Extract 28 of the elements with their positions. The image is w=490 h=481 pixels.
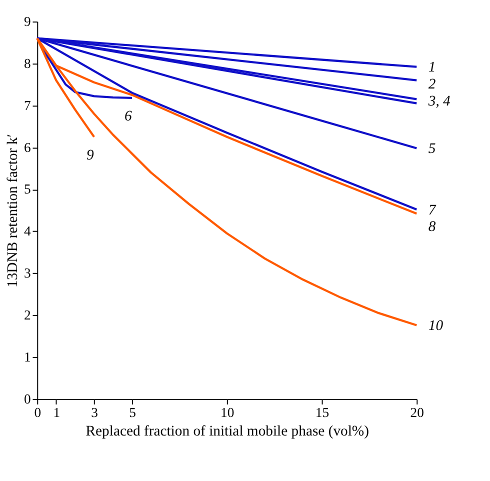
y-tick-label: 1 [24,350,31,365]
series-label: 10 [428,318,444,334]
x-tick-label: 20 [410,405,424,420]
y-tick-label: 7 [24,98,31,113]
y-tick-label: 5 [24,182,31,197]
series-label: 6 [124,108,132,124]
y-axis-title: 13DNB retention factor k′ [5,134,22,288]
x-tick-label: 10 [220,405,234,420]
y-tick-label: 4 [24,224,31,239]
x-tick-label: 15 [315,405,330,420]
x-tick-label: 3 [91,405,98,420]
series-label: 9 [86,147,95,164]
y-tick-label: 2 [24,308,31,323]
x-axis-title: Replaced fraction of initial mobile phase (vol%) [86,424,370,440]
x-tick-label: 0 [34,405,42,420]
y-tick-label: 3 [24,266,31,281]
x-tick-label: 5 [129,405,136,420]
y-tick-label: 6 [24,140,31,155]
series-label: 3, 4 [427,93,450,110]
y-tick-label: 9 [24,14,31,29]
series-label: 2 [428,76,436,93]
series-label: 1 [428,60,436,76]
series-label: 5 [428,141,436,158]
y-tick-label: 8 [24,56,31,71]
series-label: 8 [428,219,436,236]
x-tick-label: 1 [53,405,60,420]
series-label: 7 [428,202,436,218]
y-tick-label: 0 [24,391,31,406]
